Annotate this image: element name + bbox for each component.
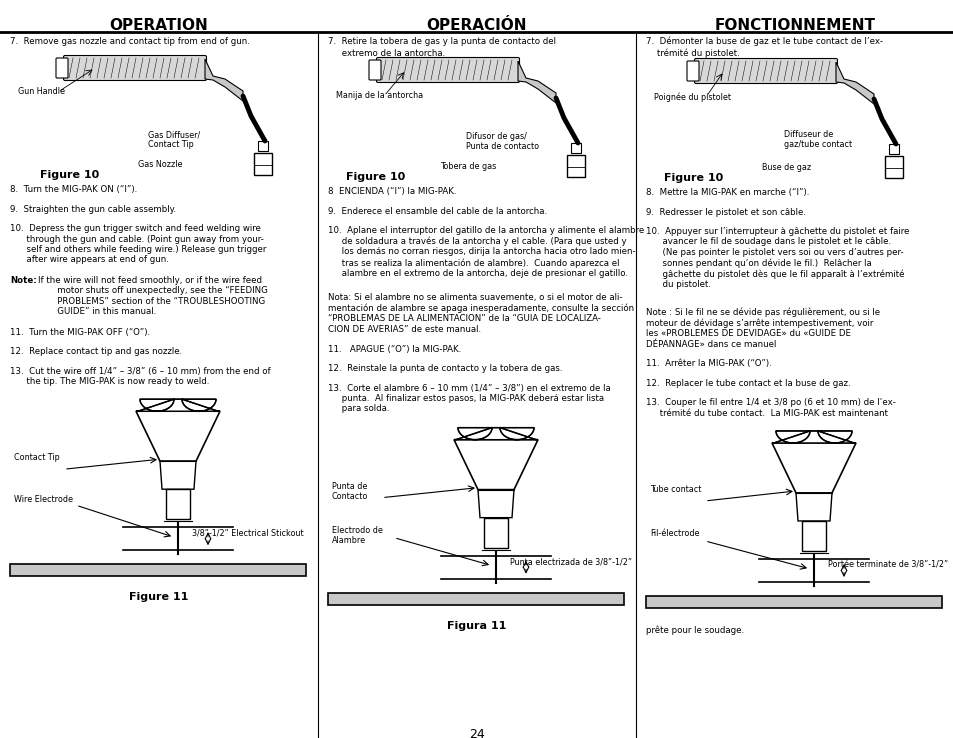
Text: Tobera de gas: Tobera de gas xyxy=(439,162,496,171)
Text: Punta de
Contacto: Punta de Contacto xyxy=(332,482,368,501)
Text: 11.  Turn the MIG-PAK OFF (“O”).: 11. Turn the MIG-PAK OFF (“O”). xyxy=(10,328,150,337)
Polygon shape xyxy=(483,517,507,548)
Text: 10.  Appuyer sur l’interrupteur à gâchette du pistolet et faire
      avancer le: 10. Appuyer sur l’interrupteur à gâchett… xyxy=(645,227,908,289)
Polygon shape xyxy=(771,443,855,493)
Text: Figura 11: Figura 11 xyxy=(447,621,506,631)
Bar xyxy=(888,144,898,154)
Text: Figure 10: Figure 10 xyxy=(346,172,405,182)
Text: 12.  Replacer le tube contact et la buse de gaz.: 12. Replacer le tube contact et la buse … xyxy=(645,379,850,388)
Bar xyxy=(328,593,623,604)
Polygon shape xyxy=(835,62,873,104)
Polygon shape xyxy=(517,61,556,103)
Polygon shape xyxy=(160,461,195,489)
Text: OPERATION: OPERATION xyxy=(110,18,208,33)
Text: 12.  Replace contact tip and gas nozzle.: 12. Replace contact tip and gas nozzle. xyxy=(10,347,182,356)
Polygon shape xyxy=(136,399,220,411)
Text: 10.  Depress the gun trigger switch and feed welding wire
      through the gun : 10. Depress the gun trigger switch and f… xyxy=(10,224,266,264)
Text: Difusor de gas/
Punta de contacto: Difusor de gas/ Punta de contacto xyxy=(465,132,538,151)
Text: Contact Tip: Contact Tip xyxy=(14,453,60,462)
Bar xyxy=(884,156,902,178)
Text: Diffuseur de
gaz/tube contact: Diffuseur de gaz/tube contact xyxy=(783,130,851,149)
Text: prête pour le soudage.: prête pour le soudage. xyxy=(645,626,743,635)
Text: 24: 24 xyxy=(469,728,484,738)
Text: extremo de la antorcha.: extremo de la antorcha. xyxy=(328,49,445,58)
Text: 9.  Straighten the gun cable assembly.: 9. Straighten the gun cable assembly. xyxy=(10,204,176,213)
Text: 9.  Enderece el ensamble del cable de la antorcha.: 9. Enderece el ensamble del cable de la … xyxy=(328,207,547,215)
Text: 11.  Arrêter la MIG-PAK (“O”).: 11. Arrêter la MIG-PAK (“O”). xyxy=(645,359,771,368)
Text: OPERACIÓN: OPERACIÓN xyxy=(426,18,527,33)
Polygon shape xyxy=(454,440,537,489)
Text: 9.  Redresser le pistolet et son câble.: 9. Redresser le pistolet et son câble. xyxy=(645,207,805,216)
Text: Figure 10: Figure 10 xyxy=(663,173,722,183)
Text: Tube contact: Tube contact xyxy=(649,485,700,494)
Text: 8  ENCIENDA (“I”) la MIG-PAK.: 8 ENCIENDA (“I”) la MIG-PAK. xyxy=(328,187,456,196)
Text: 3/8”-1/2” Electrical Stickout: 3/8”-1/2” Electrical Stickout xyxy=(192,528,303,538)
Polygon shape xyxy=(454,427,537,440)
Polygon shape xyxy=(136,411,220,461)
Polygon shape xyxy=(771,431,855,443)
Text: 13.  Cut the wire off 1/4” – 3/8” (6 – 10 mm) from the end of
      the tip. The: 13. Cut the wire off 1/4” – 3/8” (6 – 10… xyxy=(10,367,271,386)
Polygon shape xyxy=(477,489,514,517)
Text: Figure 10: Figure 10 xyxy=(40,170,99,180)
Bar xyxy=(257,141,268,151)
Text: Gun Handle: Gun Handle xyxy=(18,88,65,97)
Bar xyxy=(566,155,584,177)
Text: Buse de gaz: Buse de gaz xyxy=(761,163,810,172)
FancyBboxPatch shape xyxy=(686,61,699,81)
FancyBboxPatch shape xyxy=(64,55,206,80)
Text: Poignée du pistolet: Poignée du pistolet xyxy=(654,92,730,102)
Text: 8.  Mettre la MIG-PAK en marche (“I”).: 8. Mettre la MIG-PAK en marche (“I”). xyxy=(645,188,808,197)
Text: Manija de la antorcha: Manija de la antorcha xyxy=(335,92,423,100)
FancyBboxPatch shape xyxy=(694,58,837,83)
Text: 7.  Remove gas nozzle and contact tip from end of gun.: 7. Remove gas nozzle and contact tip fro… xyxy=(10,37,250,46)
FancyBboxPatch shape xyxy=(56,58,68,78)
Bar xyxy=(645,596,941,608)
Bar xyxy=(571,143,580,153)
Text: 7.  Démonter la buse de gaz et le tube contact de l’ex-
    trémité du pistolet.: 7. Démonter la buse de gaz et le tube co… xyxy=(645,37,882,58)
Text: Figure 11: Figure 11 xyxy=(130,592,189,602)
Polygon shape xyxy=(166,489,190,520)
Text: If the wire will not feed smoothly, or if the wire feed
       motor shuts off u: If the wire will not feed smoothly, or i… xyxy=(38,276,268,316)
Text: Portée terminate de 3/8”-1/2”: Portée terminate de 3/8”-1/2” xyxy=(827,560,947,570)
Text: 7.  Retire la tobera de gas y la punta de contacto del: 7. Retire la tobera de gas y la punta de… xyxy=(328,37,556,46)
Polygon shape xyxy=(795,493,831,521)
Text: 13.  Couper le fil entre 1/4 et 3/8 po (6 et 10 mm) de l’ex-
     trémité du tub: 13. Couper le fil entre 1/4 et 3/8 po (6… xyxy=(645,399,895,418)
Polygon shape xyxy=(801,521,825,551)
Bar xyxy=(253,153,272,175)
Text: 12.  Reinstale la punta de contacto y la tobera de gas.: 12. Reinstale la punta de contacto y la … xyxy=(328,364,562,373)
Text: Gas Diffuser/
Contact Tip: Gas Diffuser/ Contact Tip xyxy=(148,130,200,149)
Text: 10.  Aplane el interruptor del gatillo de la antorcha y alimente el alambre
    : 10. Aplane el interruptor del gatillo de… xyxy=(328,226,643,278)
Text: 11.   APAGUE (“O”) la MIG-PAK.: 11. APAGUE (“O”) la MIG-PAK. xyxy=(328,345,460,354)
Text: 8.  Turn the MIG-PAK ON (“I”).: 8. Turn the MIG-PAK ON (“I”). xyxy=(10,185,137,194)
Text: Note : Si le fil ne se dévide pas régulièrement, ou si le
moteur de dévidage s’a: Note : Si le fil ne se dévide pas réguli… xyxy=(645,308,880,349)
Text: 13.  Corte el alambre 6 – 10 mm (1/4” – 3/8”) en el extremo de la
     punta.  A: 13. Corte el alambre 6 – 10 mm (1/4” – 3… xyxy=(328,384,610,413)
Polygon shape xyxy=(205,59,243,101)
Text: Fil-électrode: Fil-électrode xyxy=(649,529,699,538)
Text: Electrodo de
Alambre: Electrodo de Alambre xyxy=(332,525,382,545)
FancyBboxPatch shape xyxy=(376,58,519,83)
Text: Nota: Si el alambre no se alimenta suavemente, o si el motor de ali-
mentación d: Nota: Si el alambre no se alimenta suave… xyxy=(328,293,634,334)
Text: Punta electrizada de 3/8”-1/2”: Punta electrizada de 3/8”-1/2” xyxy=(510,557,631,566)
FancyBboxPatch shape xyxy=(369,60,380,80)
Bar xyxy=(10,564,306,576)
Text: Gas Nozzle: Gas Nozzle xyxy=(138,160,183,169)
Text: FONCTIONNEMENT: FONCTIONNEMENT xyxy=(714,18,875,33)
Text: Note:: Note: xyxy=(10,276,37,285)
Text: Wire Electrode: Wire Electrode xyxy=(14,495,73,504)
